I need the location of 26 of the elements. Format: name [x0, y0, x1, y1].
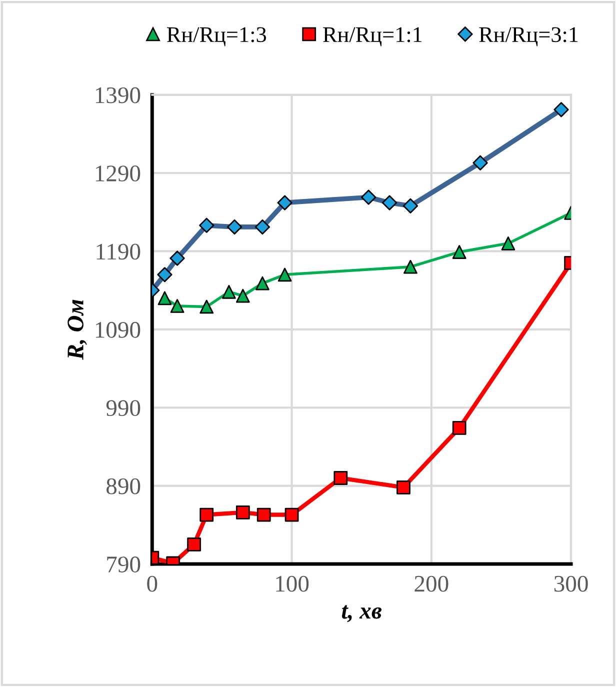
point — [236, 288, 250, 303]
x-tick-label: 300 — [554, 576, 588, 592]
y-tick-label: 790 — [107, 556, 140, 572]
point — [452, 245, 466, 259]
point — [170, 299, 184, 313]
point — [278, 268, 292, 282]
point — [404, 260, 418, 274]
legend-label: Rн/Rц=3:1 — [479, 27, 578, 46]
x-axis-title: t, хв — [342, 605, 382, 622]
y-tick-label: 1190 — [96, 244, 140, 260]
legend-label: Rн/Rц=1:3 — [166, 27, 266, 46]
y-tick-label: 1290 — [96, 166, 140, 182]
point — [222, 284, 236, 299]
y-tick-label: 1390 — [96, 87, 140, 104]
point — [256, 276, 270, 290]
point — [158, 291, 172, 306]
x-tick-label: 200 — [414, 576, 448, 592]
y-tick-label: 990 — [106, 400, 140, 416]
y-tick-label: 890 — [106, 478, 140, 494]
x-tick-label: 100 — [276, 576, 309, 592]
y-axis-title: R, Ом — [68, 300, 87, 360]
point — [501, 236, 516, 250]
y-tick-label: 1090 — [96, 322, 140, 338]
point — [200, 300, 214, 314]
x-tick-label: 0 — [147, 576, 158, 592]
legend-label: Rн/Rц=1:1 — [323, 27, 422, 46]
